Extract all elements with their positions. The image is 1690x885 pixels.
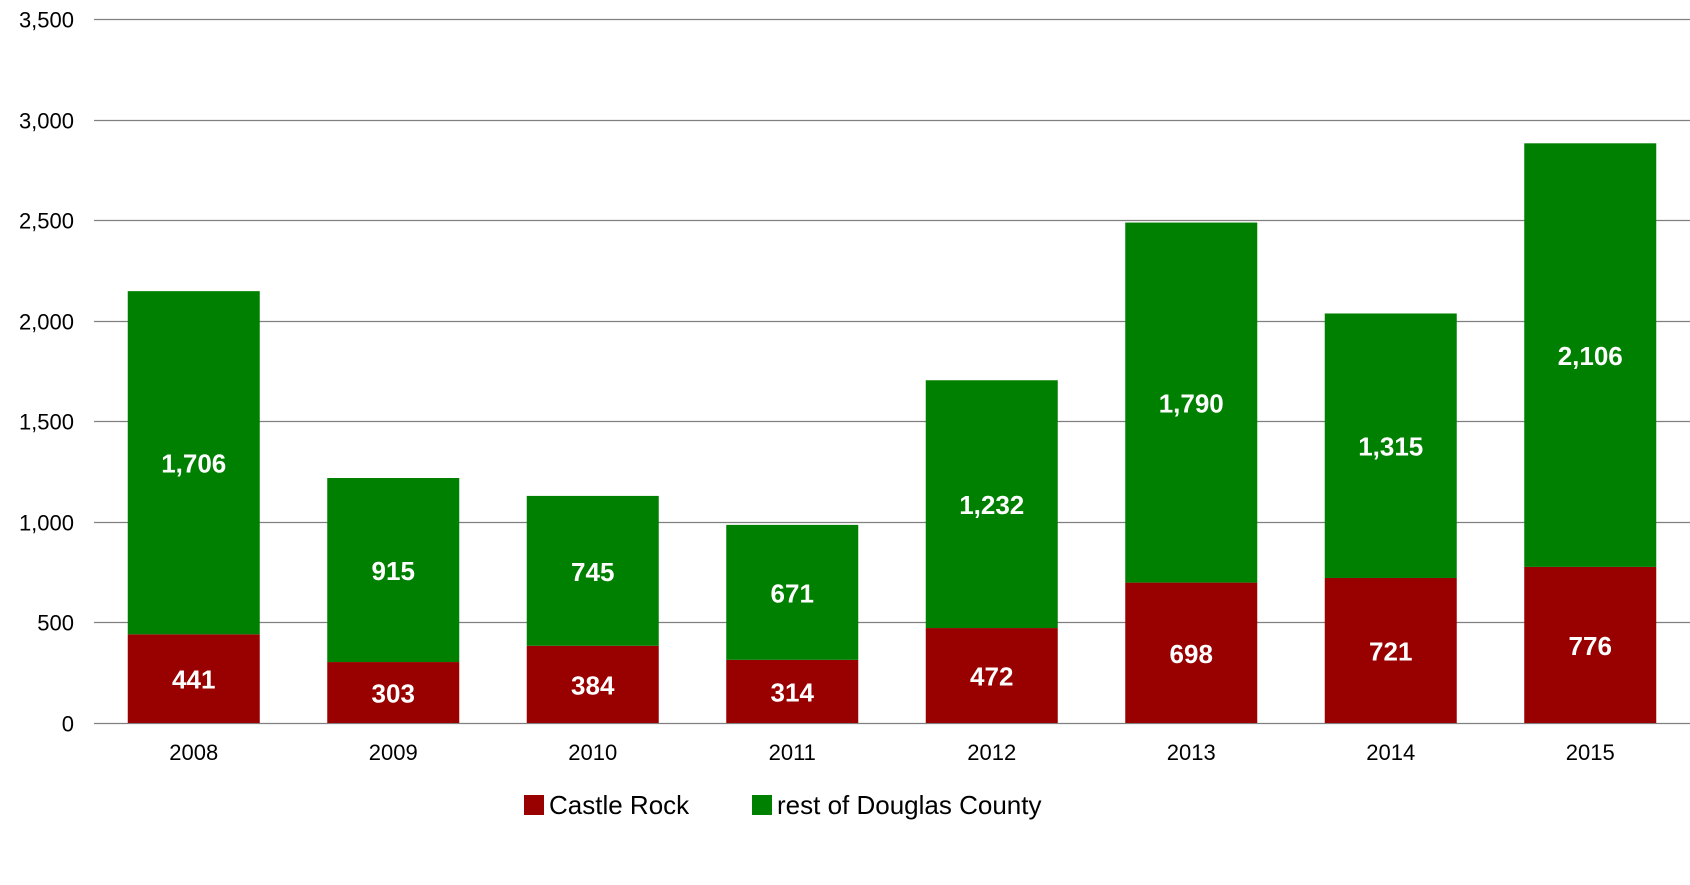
data-label-rest-of-douglas-county-2013: 1,790 [1159, 389, 1224, 419]
data-label-castle-rock-2010: 384 [571, 670, 615, 700]
data-label-rest-of-douglas-county-2011: 671 [771, 578, 814, 608]
bar-castle-rock-2014 [1324, 577, 1457, 723]
bar-rest-of-douglas-county-2008 [127, 291, 260, 635]
legend-swatch-castle-rock [524, 795, 544, 815]
data-label-castle-rock-2011: 314 [771, 677, 815, 707]
x-tick-label: 2008 [169, 740, 218, 765]
legend-swatch-rest-of-douglas-county [752, 795, 772, 815]
bar-castle-rock-2013 [1125, 582, 1258, 723]
data-label-rest-of-douglas-county-2009: 915 [372, 556, 415, 586]
data-label-rest-of-douglas-county-2015: 2,106 [1558, 341, 1623, 371]
legend-label-rest-of-douglas-county: rest of Douglas County [777, 790, 1041, 820]
y-tick-label: 3,500 [19, 8, 74, 33]
x-tick-label: 2014 [1366, 740, 1415, 765]
x-tick-label: 2015 [1566, 740, 1615, 765]
data-label-castle-rock-2014: 721 [1369, 636, 1412, 666]
data-label-castle-rock-2008: 441 [172, 665, 215, 695]
bar-rest-of-douglas-county-2015 [1524, 143, 1657, 567]
x-tick-label: 2011 [769, 740, 816, 765]
bar-rest-of-douglas-county-2014 [1324, 313, 1457, 578]
bar-rest-of-douglas-county-2010 [526, 495, 659, 646]
data-label-rest-of-douglas-county-2012: 1,232 [959, 490, 1024, 520]
x-axis-ticks: 2008 2009 2010 2011 2012 2013 2014 2015 [169, 740, 1614, 765]
x-tick-label: 2012 [967, 740, 1016, 765]
y-tick-label: 1,500 [19, 410, 74, 435]
y-tick-label: 0 [62, 712, 74, 737]
data-label-castle-rock-2013: 698 [1170, 639, 1213, 669]
bars [127, 143, 1657, 723]
data-label-rest-of-douglas-county-2010: 745 [571, 557, 614, 587]
data-labels: 441 1,706 303 915 384 745 314 671 472 1,232 698 1,7… [161, 341, 1623, 708]
x-tick-label: 2010 [568, 740, 617, 765]
bar-castle-rock-2015 [1524, 566, 1657, 723]
y-tick-label: 2,500 [19, 209, 74, 234]
y-tick-label: 3,000 [19, 109, 74, 134]
bar-castle-rock-2012 [925, 628, 1058, 723]
bar-castle-rock-2008 [127, 634, 260, 723]
bar-castle-rock-2010 [526, 645, 659, 723]
y-tick-label: 1,000 [19, 511, 74, 536]
y-axis-ticks: 0 500 1,000 1,500 2,000 2,500 3,000 3,500 [19, 8, 74, 737]
data-label-rest-of-douglas-county-2014: 1,315 [1358, 432, 1423, 462]
bar-rest-of-douglas-county-2009 [327, 478, 460, 663]
y-tick-label: 500 [37, 611, 74, 636]
legend: Castle Rock rest of Douglas County [524, 790, 1041, 820]
x-tick-label: 2009 [369, 740, 418, 765]
legend-label-castle-rock: Castle Rock [549, 790, 690, 820]
bar-rest-of-douglas-county-2013 [1125, 222, 1258, 583]
x-tick-label: 2013 [1167, 740, 1216, 765]
bar-castle-rock-2011 [726, 659, 859, 723]
y-tick-label: 2,000 [19, 310, 74, 335]
bar-rest-of-douglas-county-2012 [925, 380, 1058, 629]
data-label-castle-rock-2009: 303 [372, 679, 415, 709]
data-label-rest-of-douglas-county-2008: 1,706 [161, 449, 226, 479]
data-label-castle-rock-2012: 472 [970, 662, 1013, 692]
data-label-castle-rock-2015: 776 [1569, 631, 1612, 661]
bar-castle-rock-2009 [327, 662, 460, 723]
bar-rest-of-douglas-county-2011 [726, 524, 859, 660]
